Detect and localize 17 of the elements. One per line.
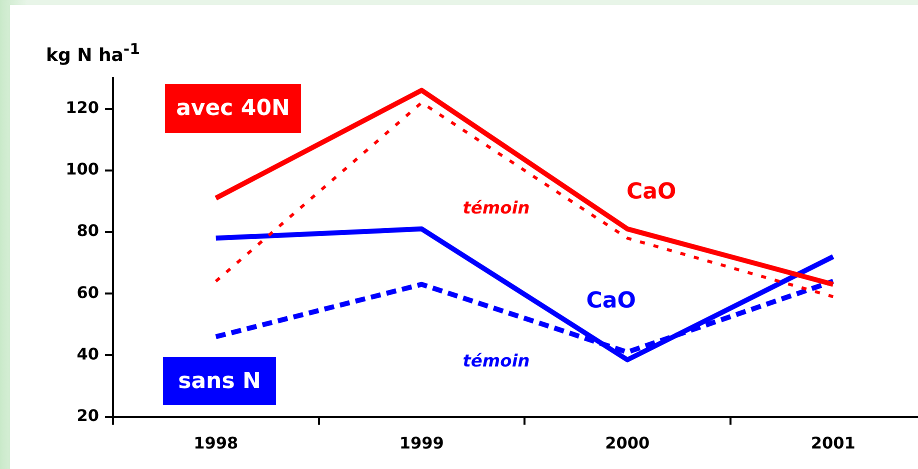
y-tick-label: 100 — [66, 160, 99, 179]
x-tick-label: 2000 — [605, 434, 650, 453]
series-label: CaO — [586, 288, 636, 314]
series-label: témoin — [462, 351, 530, 372]
y-tick-label: 20 — [76, 406, 99, 425]
y-axis-title: kg N ha$^{-1}$ — [46, 40, 140, 66]
annotation: avec 40N — [165, 84, 301, 133]
y-tick-label: 60 — [76, 282, 99, 302]
series-label: CaO — [626, 180, 676, 205]
x-tick-label: 1999 — [399, 434, 444, 453]
y-tick-label: 120 — [66, 98, 99, 117]
y-tick-label: 40 — [76, 344, 99, 364]
y-tick-label: 80 — [76, 221, 99, 240]
x-tick-label: 2001 — [810, 434, 856, 453]
series-label: témoin — [462, 198, 530, 218]
x-tick-label: 1998 — [194, 434, 238, 453]
annotation: sans N — [163, 357, 276, 405]
